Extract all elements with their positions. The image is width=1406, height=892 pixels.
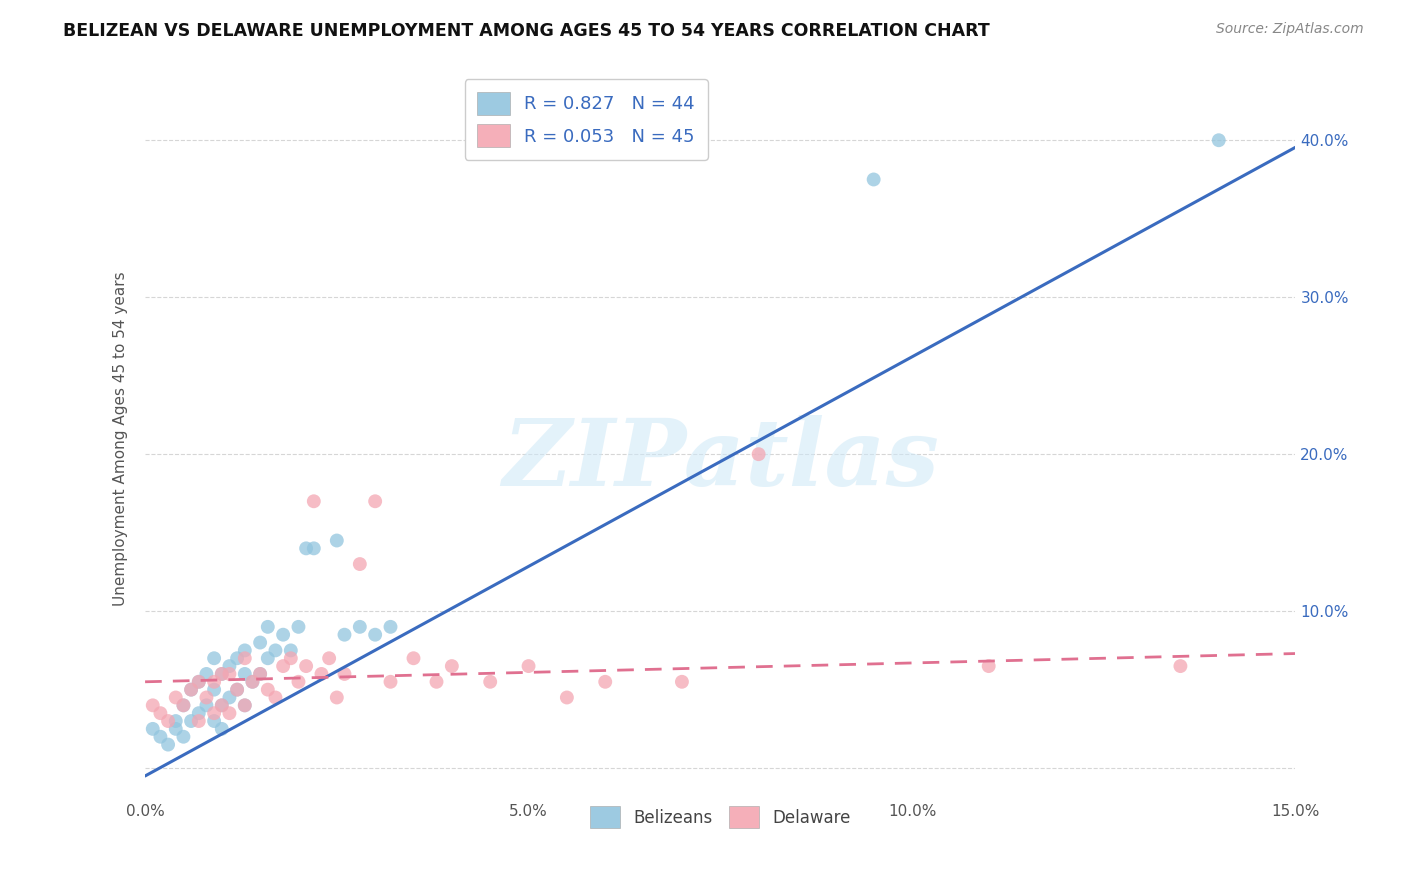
Point xyxy=(202,714,225,728)
Point xyxy=(180,714,202,728)
Point xyxy=(187,714,209,728)
Point xyxy=(1208,133,1230,147)
Point xyxy=(172,698,194,713)
Point xyxy=(479,674,502,689)
Point xyxy=(326,533,349,548)
Point xyxy=(295,541,318,556)
Point xyxy=(287,620,309,634)
Point xyxy=(349,557,371,571)
Point xyxy=(333,667,356,681)
Point xyxy=(172,730,194,744)
Text: Source: ZipAtlas.com: Source: ZipAtlas.com xyxy=(1216,22,1364,37)
Point xyxy=(165,690,187,705)
Point xyxy=(211,698,233,713)
Point xyxy=(149,730,172,744)
Point xyxy=(326,690,349,705)
Point xyxy=(195,698,218,713)
Point xyxy=(1170,659,1192,673)
Point xyxy=(211,698,233,713)
Point xyxy=(402,651,425,665)
Point xyxy=(211,667,233,681)
Point xyxy=(157,738,180,752)
Point xyxy=(364,494,387,508)
Point xyxy=(180,682,202,697)
Point xyxy=(202,651,225,665)
Point xyxy=(233,667,256,681)
Point xyxy=(671,674,693,689)
Point xyxy=(202,674,225,689)
Point xyxy=(157,714,180,728)
Text: ZIPatlas: ZIPatlas xyxy=(502,415,939,505)
Point xyxy=(202,682,225,697)
Point xyxy=(271,659,294,673)
Point xyxy=(142,722,165,736)
Point xyxy=(333,628,356,642)
Point xyxy=(233,643,256,657)
Text: BELIZEAN VS DELAWARE UNEMPLOYMENT AMONG AGES 45 TO 54 YEARS CORRELATION CHART: BELIZEAN VS DELAWARE UNEMPLOYMENT AMONG … xyxy=(63,22,990,40)
Point xyxy=(249,667,271,681)
Point xyxy=(380,674,402,689)
Point xyxy=(226,682,249,697)
Point xyxy=(364,628,387,642)
Point xyxy=(180,682,202,697)
Point xyxy=(149,706,172,721)
Legend: Belizeans, Delaware: Belizeans, Delaware xyxy=(583,800,858,835)
Point xyxy=(218,690,240,705)
Point xyxy=(517,659,540,673)
Point xyxy=(233,698,256,713)
Point xyxy=(218,659,240,673)
Point xyxy=(165,714,187,728)
Point xyxy=(264,643,287,657)
Point xyxy=(249,635,271,649)
Point xyxy=(256,682,278,697)
Point xyxy=(318,651,340,665)
Point xyxy=(211,722,233,736)
Point xyxy=(187,674,209,689)
Point xyxy=(425,674,447,689)
Y-axis label: Unemployment Among Ages 45 to 54 years: Unemployment Among Ages 45 to 54 years xyxy=(114,271,128,606)
Point xyxy=(187,674,209,689)
Point xyxy=(862,172,884,186)
Point xyxy=(280,651,302,665)
Point xyxy=(187,706,209,721)
Point xyxy=(440,659,463,673)
Point xyxy=(233,651,256,665)
Point xyxy=(172,698,194,713)
Point xyxy=(195,690,218,705)
Point xyxy=(271,628,294,642)
Point xyxy=(165,722,187,736)
Point xyxy=(218,706,240,721)
Point xyxy=(977,659,1000,673)
Point xyxy=(593,674,616,689)
Point xyxy=(311,667,333,681)
Point xyxy=(287,674,309,689)
Point xyxy=(226,682,249,697)
Point xyxy=(264,690,287,705)
Point xyxy=(349,620,371,634)
Point xyxy=(748,447,770,461)
Point xyxy=(280,643,302,657)
Point xyxy=(256,620,278,634)
Point xyxy=(202,706,225,721)
Point xyxy=(211,667,233,681)
Point xyxy=(142,698,165,713)
Point xyxy=(302,541,325,556)
Point xyxy=(242,674,264,689)
Point xyxy=(195,667,218,681)
Point xyxy=(249,667,271,681)
Point xyxy=(242,674,264,689)
Point xyxy=(295,659,318,673)
Point xyxy=(233,698,256,713)
Point xyxy=(302,494,325,508)
Point xyxy=(555,690,578,705)
Point xyxy=(226,651,249,665)
Point xyxy=(218,667,240,681)
Point xyxy=(256,651,278,665)
Point xyxy=(380,620,402,634)
